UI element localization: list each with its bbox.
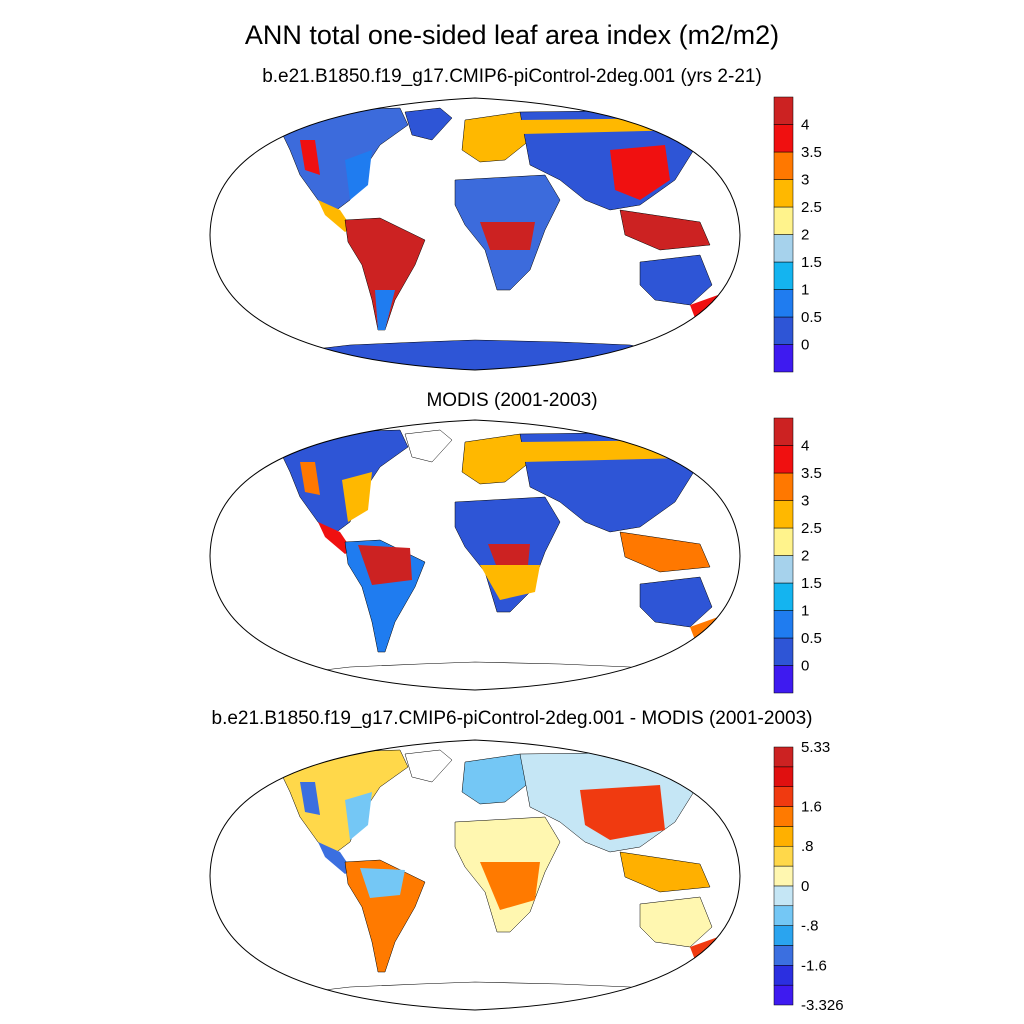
colorbar-box xyxy=(773,845,794,867)
central-america-land xyxy=(318,200,352,232)
colorbar-label: 1 xyxy=(801,282,809,299)
main-title: ANN total one-sided leaf area index (m2/… xyxy=(244,20,780,50)
colorbar-box xyxy=(773,984,794,1006)
colorbar-box xyxy=(773,885,794,907)
colorbar-box xyxy=(773,965,794,986)
central-america-land xyxy=(318,522,352,554)
colorbar-box xyxy=(773,945,794,966)
south-america-south xyxy=(375,290,395,330)
panel-2-title: MODIS (2001-2003) xyxy=(426,390,598,411)
antarctica-outline xyxy=(289,981,666,995)
colorbar-label: 3 xyxy=(801,493,809,510)
colorbar-label: 3.5 xyxy=(801,144,822,161)
colorbar-label: 2.5 xyxy=(801,199,822,216)
antarctica-outline xyxy=(289,661,666,675)
panel-2-map-outline xyxy=(209,419,741,691)
colorbar-label: 3.5 xyxy=(801,465,822,482)
central-america-land xyxy=(318,842,352,874)
amazon-core xyxy=(360,868,405,898)
north-america-east-forest xyxy=(345,150,372,200)
colorbar-label: 1.6 xyxy=(801,799,822,816)
north-america-east-forest xyxy=(342,472,372,522)
africa-central xyxy=(480,862,540,910)
colorbar-box xyxy=(773,766,794,787)
colorbar-box xyxy=(773,905,794,926)
colorbar-label: 0 xyxy=(801,658,809,675)
south-america-land xyxy=(344,859,426,973)
colorbar-label: 3 xyxy=(801,172,809,189)
colorbar-label: 2 xyxy=(801,548,809,565)
colorbar-label: .8 xyxy=(801,838,814,855)
colorbar-label: 0.5 xyxy=(801,309,822,326)
colorbar-label: -3.326 xyxy=(801,997,844,1014)
colorbar-label: 1 xyxy=(801,603,809,620)
colorbar-box xyxy=(773,925,794,946)
greenland-land xyxy=(404,107,453,141)
north-america-west-coast xyxy=(300,462,320,495)
colorbar-box xyxy=(773,786,794,807)
africa-savanna xyxy=(480,565,540,600)
colorbar-box xyxy=(773,865,794,887)
southeast-asia-islands xyxy=(619,531,711,573)
colorbar-label: 5.33 xyxy=(801,739,830,756)
colorbar-box xyxy=(773,826,794,847)
asia-east-forest xyxy=(610,145,670,200)
colorbar-label: 2.5 xyxy=(801,520,822,537)
greenland-land xyxy=(404,749,453,783)
colorbar-box xyxy=(773,746,794,768)
north-america-east xyxy=(345,792,372,840)
colorbar-label: 0.5 xyxy=(801,630,822,647)
colorbar-label: 0 xyxy=(801,337,809,354)
colorbar-label: 4 xyxy=(801,117,809,134)
colorbar-label: -1.6 xyxy=(801,957,827,974)
colorbar-label: 1.5 xyxy=(801,575,822,592)
panel-3-title: b.e21.B1850.f19_g17.CMIP6-piControl-2deg… xyxy=(211,708,813,729)
colorbar-label: 4 xyxy=(801,438,809,455)
colorbar-label: 2 xyxy=(801,227,809,244)
africa-central-forest xyxy=(488,544,530,565)
colorbar-label: -.8 xyxy=(801,918,819,935)
north-america-west-coast xyxy=(300,782,320,815)
greenland-land xyxy=(404,429,453,463)
africa-central-forest xyxy=(480,222,535,250)
amazon-forest xyxy=(358,545,412,585)
north-america-west-coast xyxy=(300,140,320,175)
panel-1-title: b.e21.B1850.f19_g17.CMIP6-piControl-2deg… xyxy=(262,66,762,87)
southeast-asia-islands xyxy=(619,209,711,251)
panel-1-map-outline xyxy=(209,97,741,371)
colorbar-box xyxy=(773,417,794,446)
colorbar-label: 0 xyxy=(801,878,809,895)
colorbar-label: 1.5 xyxy=(801,254,822,271)
colorbar-box xyxy=(773,96,794,125)
southeast-asia-islands xyxy=(619,851,711,893)
asia-east-positive xyxy=(580,785,665,840)
colorbar-box xyxy=(773,806,794,827)
panel-3-map-outline xyxy=(209,739,741,1011)
